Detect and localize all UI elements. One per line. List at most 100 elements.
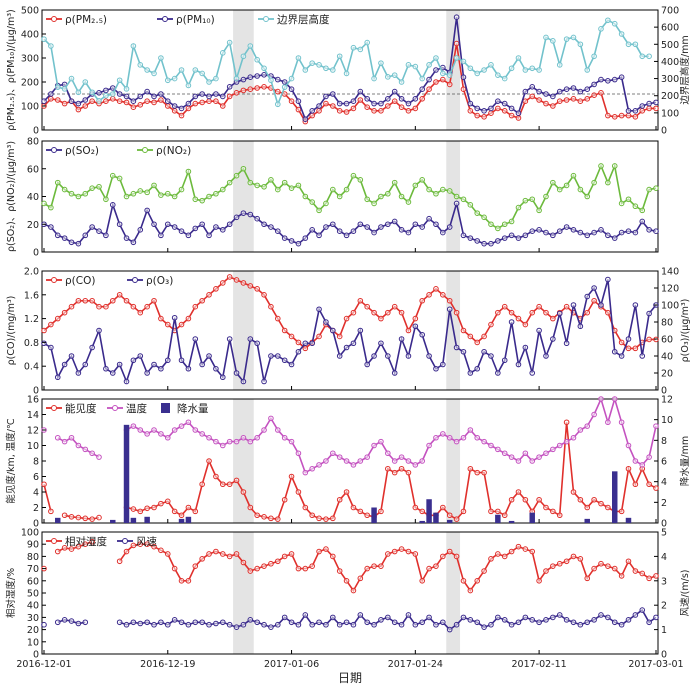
data-point [385, 221, 391, 228]
data-series [41, 14, 659, 633]
data-point [460, 348, 467, 355]
data-point [433, 286, 439, 292]
data-point [584, 232, 591, 239]
data-point [302, 235, 309, 241]
data-point [653, 105, 659, 112]
data-point [330, 103, 336, 109]
data-point [618, 339, 625, 346]
data-point [391, 179, 398, 186]
data-point [192, 93, 199, 100]
data-point [419, 96, 426, 102]
data-point [350, 44, 357, 51]
data-point [54, 374, 61, 381]
right-axis-label: 风速/(m/s) [680, 569, 691, 616]
legend-label: ρ(CO) [65, 275, 95, 287]
left-axis-label: ρ(PM₂.₅)、ρ(PM₁₀)/(μg/m³) [6, 9, 17, 130]
data-point [116, 619, 123, 626]
data-point [61, 309, 68, 316]
data-point [618, 419, 625, 426]
data-point [192, 427, 199, 433]
data-point [206, 353, 212, 359]
data-point [350, 309, 357, 316]
data-point [164, 77, 171, 84]
x-tick-label: 2017-02-11 [511, 659, 566, 670]
data-point [288, 473, 295, 480]
data-point [632, 203, 639, 210]
x-tick-label: 2017-01-24 [388, 659, 443, 670]
data-point [247, 211, 254, 218]
data-point [261, 292, 267, 298]
data-point [378, 438, 384, 445]
data-point [343, 344, 350, 351]
data-point [364, 39, 370, 46]
data-point [75, 370, 82, 376]
data-point [233, 624, 240, 630]
data-point [171, 75, 178, 82]
data-point [192, 67, 199, 73]
data-point [364, 619, 370, 626]
data-point [426, 442, 432, 449]
data-point [371, 442, 377, 449]
data-point [378, 108, 384, 114]
data-point [385, 190, 391, 197]
data-point [158, 232, 164, 239]
data-point [281, 357, 288, 364]
data-point [343, 70, 350, 77]
data-point [536, 578, 542, 584]
data-point [316, 232, 322, 239]
data-point [68, 239, 75, 246]
data-point [171, 508, 178, 515]
data-point [625, 336, 632, 342]
data-point [495, 508, 501, 515]
data-point [254, 215, 260, 222]
data-point [199, 197, 205, 204]
data-point [385, 74, 391, 80]
data-point [82, 190, 89, 197]
data-point [556, 310, 563, 317]
right-tick-label: 0 [661, 126, 667, 137]
data-point [274, 101, 281, 108]
data-point [501, 512, 508, 519]
data-point [295, 240, 302, 247]
data-point [213, 548, 219, 555]
data-point [158, 91, 164, 97]
data-point [158, 619, 164, 626]
data-point [391, 458, 398, 464]
data-point [144, 505, 150, 512]
data-point [598, 500, 604, 507]
data-point [632, 114, 639, 120]
data-point [529, 84, 536, 90]
data-point [336, 333, 343, 340]
data-point [550, 232, 556, 239]
data-point [144, 88, 150, 95]
data-point [563, 182, 570, 189]
data-point [261, 65, 267, 72]
data-point [54, 97, 61, 103]
precip-bar [178, 518, 185, 523]
data-point [495, 105, 501, 112]
data-point [639, 570, 646, 577]
data-point [82, 361, 89, 368]
data-point [536, 67, 542, 73]
data-point [501, 303, 508, 310]
data-point [240, 434, 247, 441]
shaded-period-2 [446, 399, 461, 523]
data-point [412, 551, 419, 557]
data-point [646, 186, 652, 193]
data-point [577, 323, 584, 330]
data-point [440, 431, 446, 437]
data-point [639, 218, 646, 225]
data-point [598, 90, 604, 96]
data-point [481, 624, 487, 630]
left-tick-label: 30 [27, 613, 39, 624]
data-point [591, 179, 597, 186]
right-tick-label: 0 [661, 650, 667, 661]
data-point [323, 93, 329, 100]
data-point [116, 77, 123, 84]
data-point [467, 108, 474, 114]
data-point [488, 240, 494, 247]
data-point [144, 67, 150, 73]
data-point [240, 76, 247, 83]
data-point [130, 357, 137, 364]
data-point [371, 309, 377, 316]
